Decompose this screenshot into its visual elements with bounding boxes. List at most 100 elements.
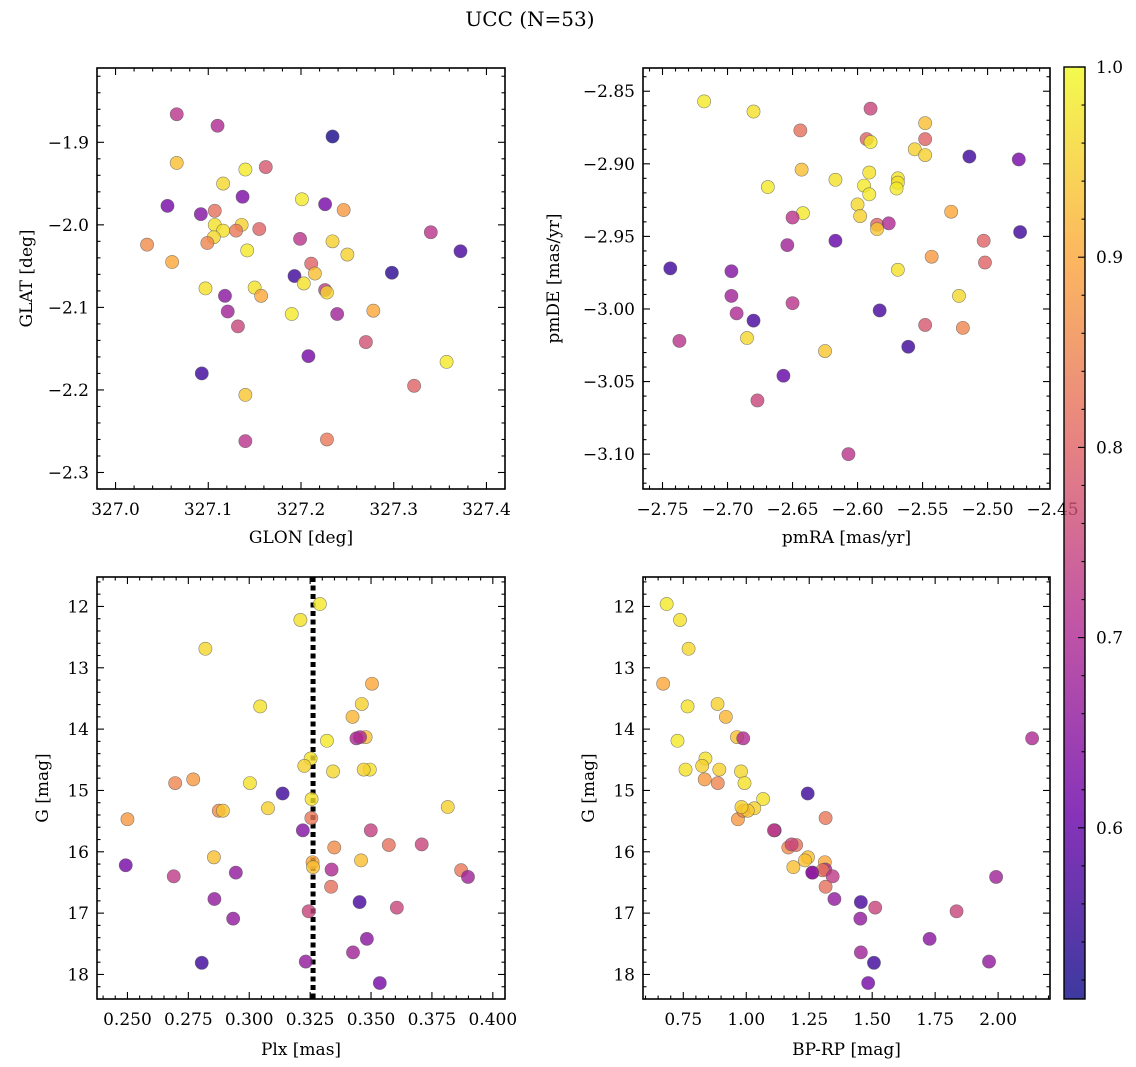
scatter-point [287,269,302,283]
scatter-point [226,911,241,926]
scatter-point [780,238,795,253]
scatter-point [252,222,267,236]
scatter-point [681,641,696,656]
colorbar-tick-label: 0.8 [1096,438,1123,458]
scatter-point [320,733,334,748]
y-tick-label: 16 [613,843,635,863]
x-tick-label: 2.00 [979,1010,1017,1030]
scatter-point [326,764,340,779]
figure-title: UCC (N=53) [465,7,594,31]
scatter-point [863,135,878,149]
y-axis-label: G [mag] [579,753,599,822]
scatter-point [320,285,334,300]
scatter-point [275,786,290,801]
scatter-point [785,210,800,225]
x-tick-label: 0.375 [408,1010,457,1030]
y-tick-label: 14 [67,720,89,740]
scatter-point [298,954,313,969]
x-tick-label: −2.75 [636,500,688,520]
scatter-point [841,447,856,462]
scatter-point [325,129,340,144]
scatter-point [198,641,213,656]
y-tick-label: −2.85 [583,82,635,102]
colorbar-frame [1063,66,1086,1000]
scatter-point [423,225,438,240]
y-axis-label: G [mag] [33,753,53,822]
plot-area-plx_g [118,577,475,999]
scatter-point [384,265,399,280]
scatter-point [793,123,808,138]
scatter-point [336,203,351,217]
scatter-point [922,931,937,946]
scatter-point [169,107,184,122]
scatter-point [1011,152,1026,167]
y-tick-label: −2.2 [48,381,89,401]
y-axis-label: pmDE [mas/yr] [544,213,564,343]
scatter-point [346,945,360,960]
scatter-point [169,156,184,170]
plot-area-pm [663,94,1027,462]
scatter-point [366,303,381,318]
scatter-point [284,307,299,321]
scatter-point [120,812,135,827]
x-tick-label: −2.65 [766,500,818,520]
scatter-point [297,759,312,773]
x-tick-label: 1.25 [790,1010,828,1030]
colorbar-tick-label: 0.6 [1096,819,1123,839]
x-tick-label: 327.3 [369,500,418,520]
scatter-point [656,676,671,691]
scatter-point [870,222,884,237]
y-tick-label: 12 [67,597,89,617]
y-tick-label: 15 [67,781,89,801]
scatter-point [962,149,977,164]
scatter-point [678,762,693,777]
scatter-point [353,730,367,744]
scatter-point [718,709,733,724]
plot-area-cmd [656,597,1040,990]
scatter-point [118,858,133,873]
y-tick-label: 13 [613,659,635,679]
y-tick-label: −2.95 [583,227,635,247]
x-tick-label: 1.75 [916,1010,954,1030]
scatter-point [186,772,201,787]
scatter-point [736,731,751,746]
scatter-point [746,313,761,328]
x-tick-label: 327.0 [91,500,140,520]
x-tick-label: −2.60 [831,500,883,520]
scatter-point [724,264,739,279]
scatter-point [760,180,775,194]
scatter-point [312,597,327,611]
scatter-point [737,776,752,790]
scatter-point [216,176,231,191]
scatter-point [304,811,319,825]
scatter-point [318,197,333,212]
scatter-point [453,244,468,259]
y-tick-label: −2.90 [583,155,635,175]
x-tick-label: 1.50 [853,1010,891,1030]
scatter-point [949,904,964,919]
scatter-point [734,764,748,779]
colorbar-tick-label: 0.7 [1096,629,1123,649]
scatter-point [359,931,374,946]
x-tick-label: 0.75 [664,1010,702,1030]
scatter-point [697,94,712,109]
scatter-point [327,840,342,855]
scatter-point [345,709,360,724]
scatter-point [989,870,1004,884]
scatter-point [207,203,222,218]
scatter-point [330,307,345,321]
y-tick-label: 17 [67,904,89,924]
scatter-point [798,853,812,868]
scatter-point [827,892,842,906]
scatter-point [304,792,319,806]
scatter-point [200,236,215,250]
scatter-point [359,335,373,349]
scatter-point [193,207,208,222]
colorbar-tick-label: 0.9 [1096,248,1123,268]
y-tick-label: 12 [613,597,635,617]
scatter-point [663,261,678,276]
scatter-point [198,281,213,296]
scatter-point [440,800,455,814]
scatter-point [659,597,674,611]
